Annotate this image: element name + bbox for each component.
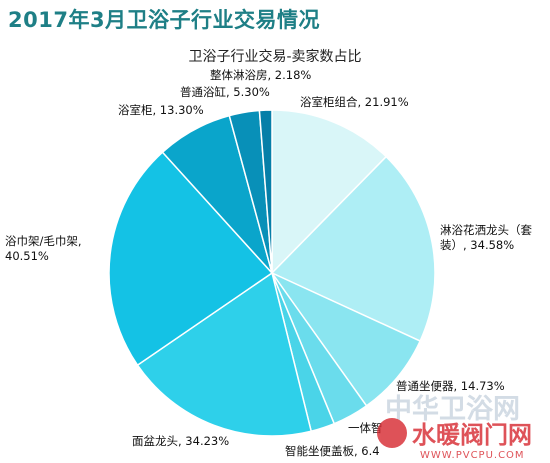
pie-slice-6 [108,151,274,367]
slice-label-line: 浴室柜组合, 21.91% [300,95,409,109]
slice-label-1: 淋浴花洒龙头（套装）, 34.58% [440,223,532,252]
slice-label-line: 40.51% [5,249,49,263]
slice-label-5: 面盆龙头, 34.23% [132,434,229,448]
pie-slices [108,109,436,437]
pie-slice-0 [271,109,388,275]
pie-slice-9 [258,109,273,274]
slice-label-3: 智能坐便盖板, 6.4 [285,444,380,458]
pie-labels: 浴室柜组合, 21.91% 淋浴花洒龙头（套装）, 34.58% 普通坐便器, 14… [5,68,532,458]
slice-label-2: 普通坐便器, 14.73% [396,379,505,393]
slice-label-line: 装）, 34.58% [440,238,514,252]
slice-label-line: 整体淋浴房, 2.18% [210,68,311,82]
slice-label-line: 一体智 [348,421,383,435]
slice-label-line: 浴室柜, 13.30% [118,103,204,117]
slice-label-9: 整体淋浴房, 2.18% [210,68,311,82]
slice-label-line: 普通坐便器, 14.73% [396,379,505,393]
slice-label-line: 浴巾架/毛巾架, [5,234,82,248]
slice-label-line: 淋浴花洒龙头（套 [440,223,532,237]
watermark-brand-2: 水暖阀门网 [412,421,532,449]
chart-title: 卫浴子行业交易-卖家数占比 [188,48,361,65]
slice-label-line: 智能坐便盖板, 6.4 [285,444,380,458]
slice-label-0: 浴室柜组合, 21.91% [300,95,409,109]
slice-label-4: 一体智 [348,421,383,435]
slice-label-8: 普通浴缸, 5.30% [180,85,270,99]
slice-label-6: 浴巾架/毛巾架, 40.51% [5,234,82,263]
pie-slice-5 [136,271,313,437]
slice-label-line: 面盆龙头, 34.23% [132,434,229,448]
watermark-logo-icon [377,418,407,448]
watermark-url: WWW.PVCPU.COM [420,450,525,461]
slice-label-7: 浴室柜, 13.30% [118,103,204,117]
site-watermark: 中华卫浴网 水暖阀门网 WWW.PVCPU.COM [377,393,532,461]
pie-slice-1 [270,155,436,343]
slice-label-line: 普通浴缸, 5.30% [180,85,270,99]
page-title: 2017年3月卫浴子行业交易情况 [8,8,321,32]
watermark-brand-1: 中华卫浴网 [385,393,520,425]
